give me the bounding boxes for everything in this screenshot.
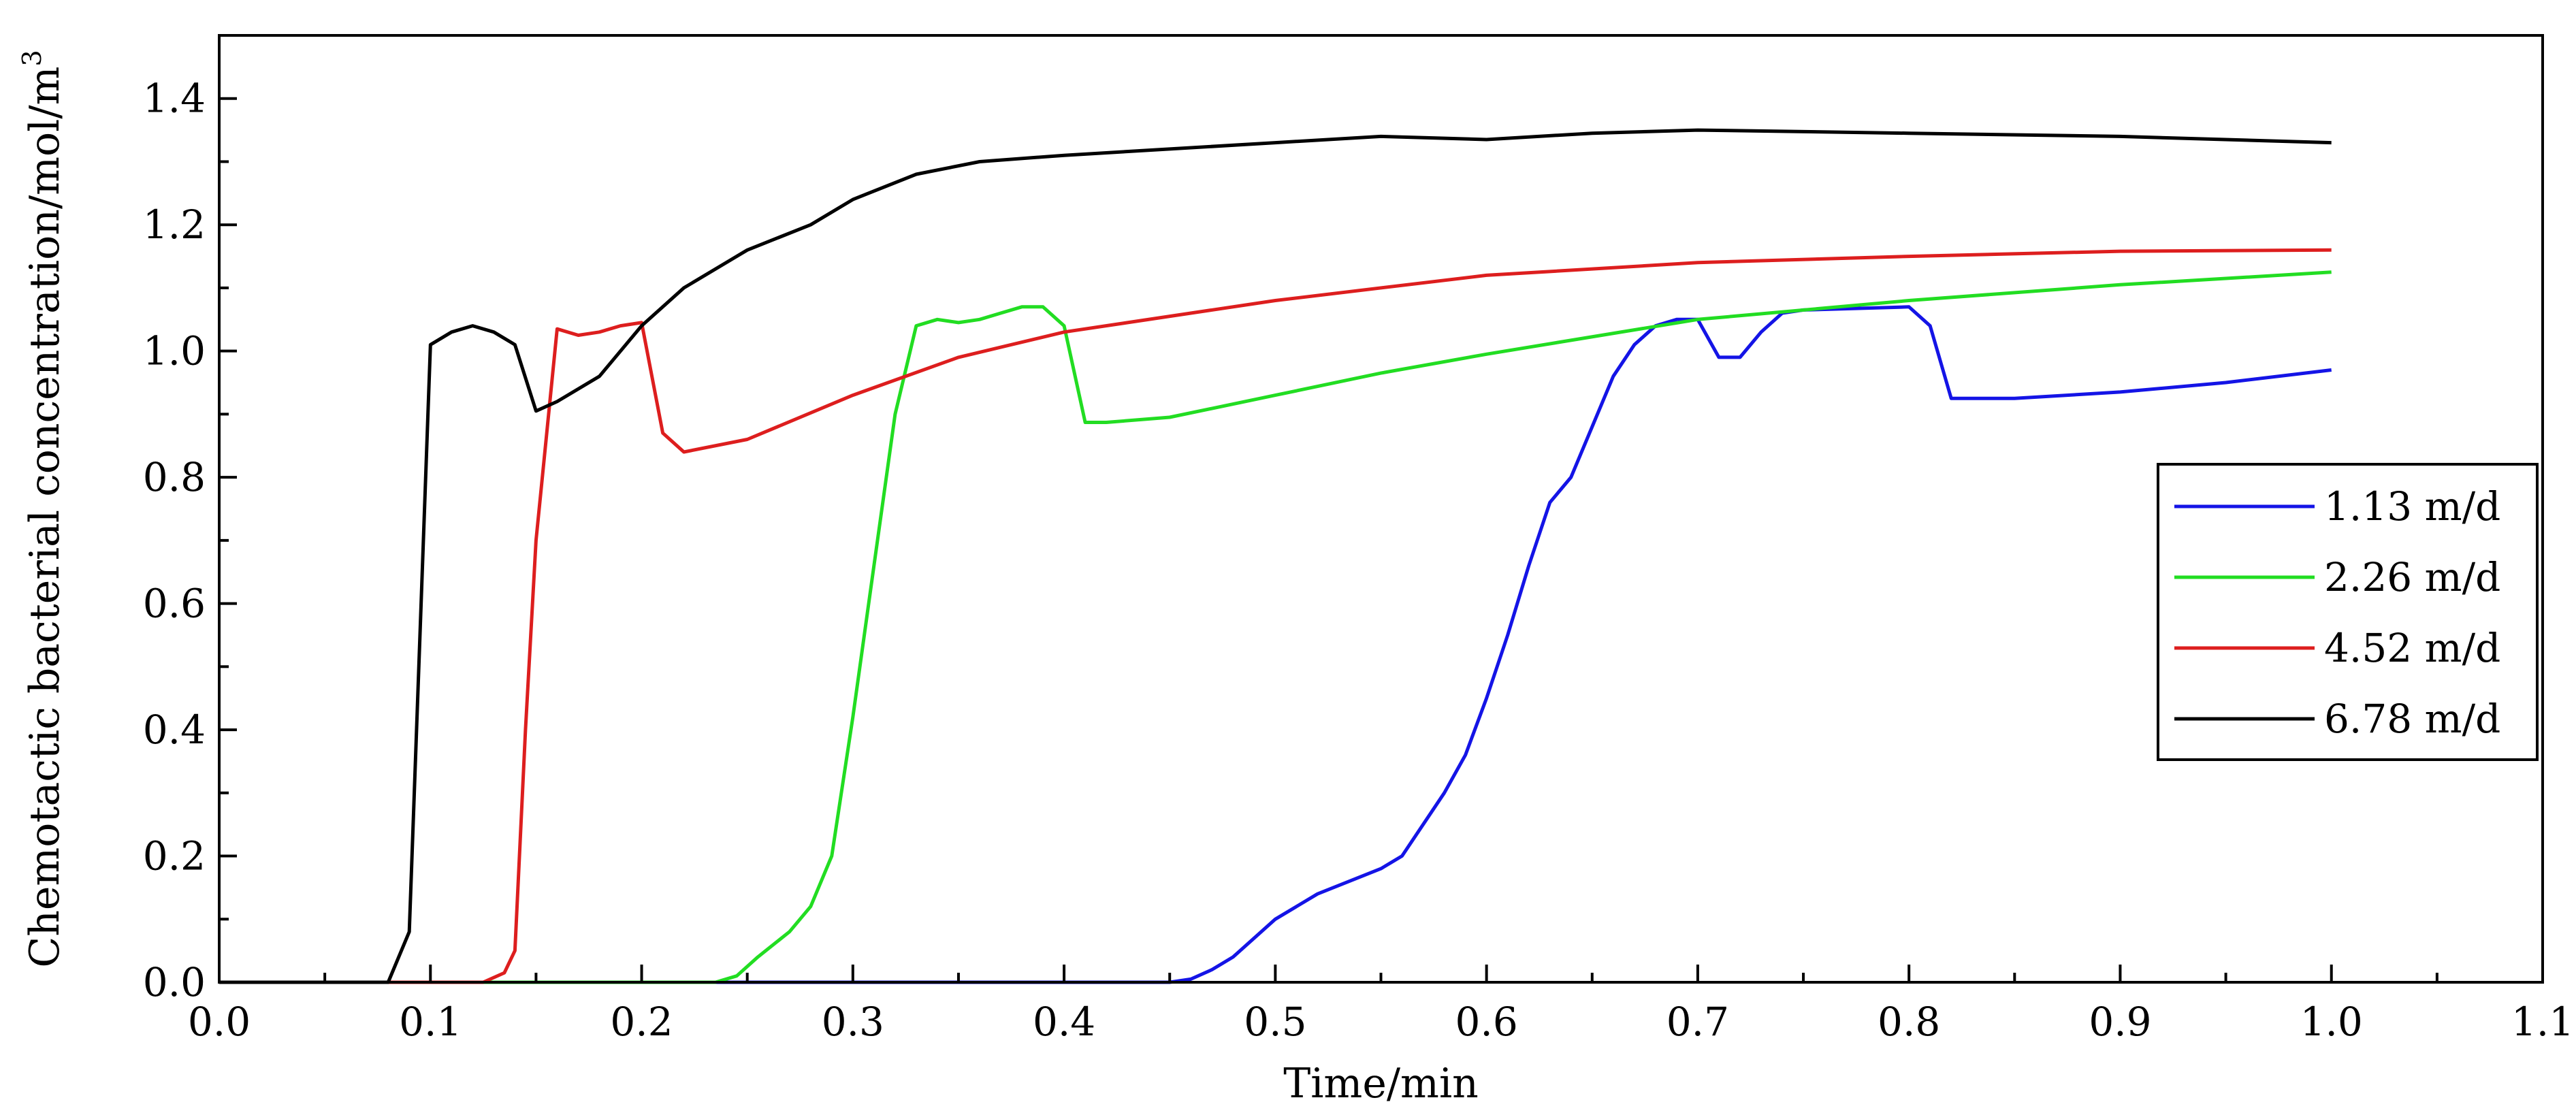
y-axis-title-superscript: 3 (17, 50, 47, 66)
x-tick-label: 0.6 (1455, 999, 1518, 1045)
x-axis: 0.0 0.1 0.2 0.3 0.4 0.5 0.6 0.7 0.8 0.9 1.0 1.1 (188, 965, 2574, 1045)
series-line-6-78-m-d (219, 128, 2332, 984)
series-line-2-26-m-d (219, 270, 2332, 984)
x-tick-label: 0.3 (822, 999, 884, 1045)
y-tick-label: 1.4 (143, 76, 206, 122)
x-tick-label: 0.5 (1244, 999, 1306, 1045)
legend-label: 2.26 m/d (2324, 554, 2500, 600)
y-tick-label: 0.6 (143, 581, 206, 627)
x-tick-label: 0.8 (1878, 999, 1940, 1045)
legend: 1.13 m/d 2.26 m/d 4.52 m/d 6.78 m/d (2157, 463, 2539, 761)
y-tick-label: 0.0 (143, 959, 206, 1005)
y-axis: 0.0 0.2 0.4 0.6 0.8 1.0 1.2 1.4 (143, 34, 237, 1005)
y-tick-label: 0.8 (143, 454, 206, 500)
legend-label: 4.52 m/d (2324, 625, 2500, 671)
series-line-1-13-m-d (219, 305, 2332, 984)
x-tick-label: 0.4 (1033, 999, 1095, 1045)
x-axis-title: Time/min (1283, 1060, 1479, 1108)
legend-label: 1.13 m/d (2324, 483, 2500, 530)
series-layer (219, 128, 2332, 984)
legend-box (2157, 463, 2539, 761)
y-axis-title-text: Chemotactic bacterial concentration/mol/… (21, 67, 69, 968)
y-tick-label: 1.2 (143, 201, 206, 248)
y-axis-title: Chemotactic bacterial concentration/mol/… (17, 50, 69, 967)
series-line-4-52-m-d (219, 248, 2332, 984)
x-tick-label: 0.7 (1667, 999, 1729, 1045)
y-tick-label: 1.0 (143, 328, 206, 374)
y-tick-label: 0.4 (143, 707, 206, 753)
x-tick-label: 0.0 (188, 999, 251, 1045)
x-tick-label: 1.0 (2300, 999, 2363, 1045)
x-tick-label: 1.1 (2511, 999, 2574, 1045)
x-tick-label: 0.1 (399, 999, 462, 1045)
x-tick-label: 0.9 (2089, 999, 2151, 1045)
x-tick-label: 0.2 (610, 999, 673, 1045)
legend-label: 6.78 m/d (2324, 696, 2500, 742)
y-tick-label: 0.2 (143, 833, 206, 879)
